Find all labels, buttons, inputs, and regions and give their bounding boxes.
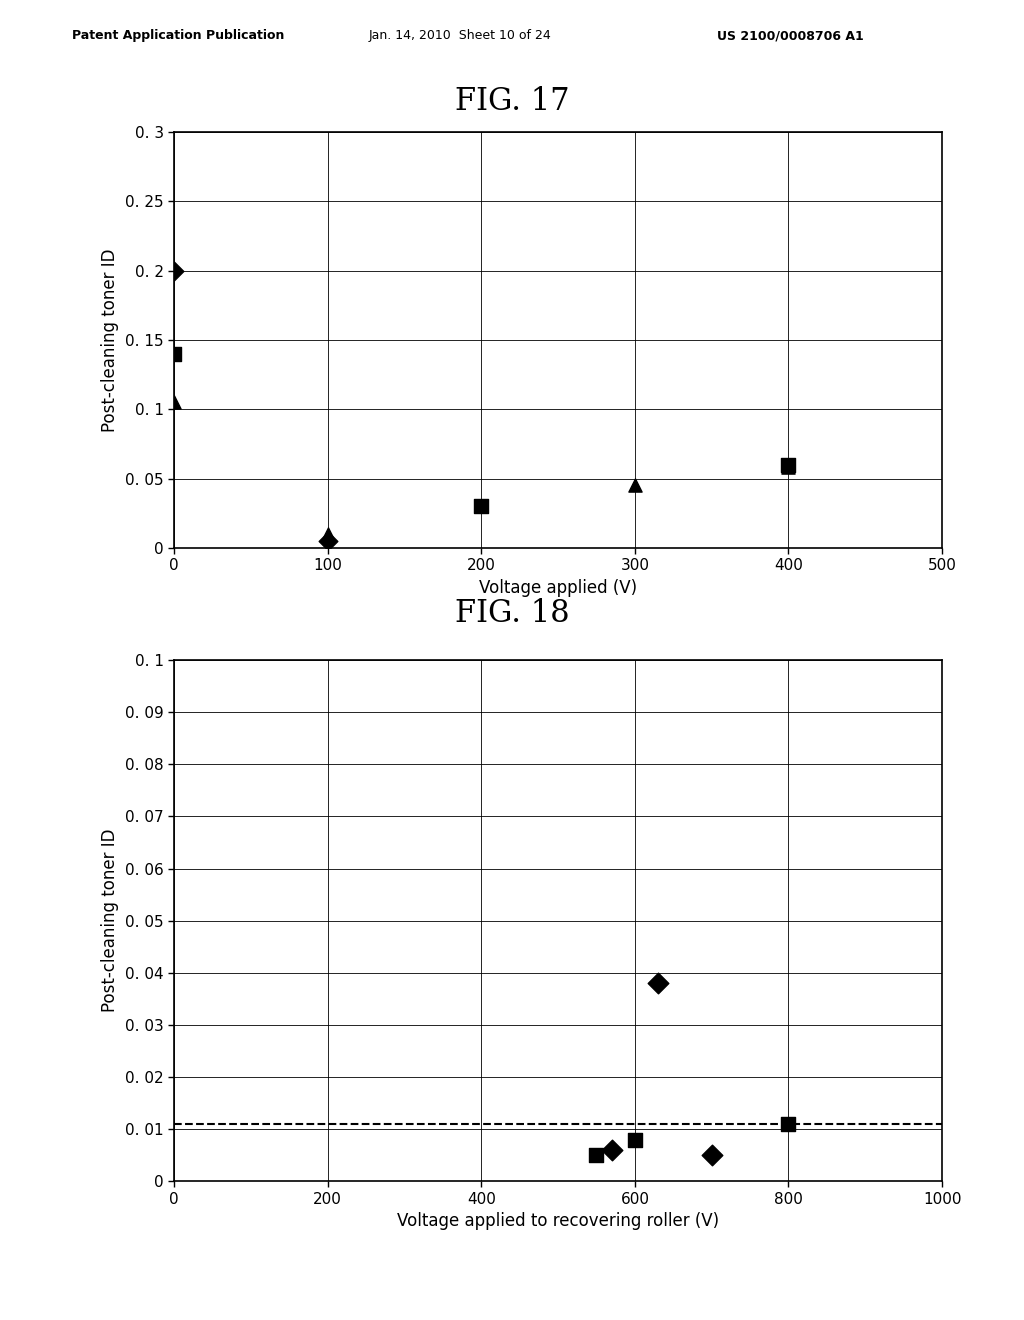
Point bbox=[780, 454, 797, 475]
Point bbox=[319, 524, 336, 545]
Point bbox=[780, 1114, 797, 1135]
Point bbox=[650, 973, 667, 994]
Point bbox=[588, 1144, 604, 1166]
Point bbox=[166, 260, 182, 281]
Text: Jan. 14, 2010  Sheet 10 of 24: Jan. 14, 2010 Sheet 10 of 24 bbox=[369, 29, 551, 42]
Text: FIG. 17: FIG. 17 bbox=[455, 86, 569, 116]
Point bbox=[166, 392, 182, 413]
X-axis label: Voltage applied to recovering roller (V): Voltage applied to recovering roller (V) bbox=[397, 1212, 719, 1230]
Point bbox=[627, 1129, 643, 1150]
Point bbox=[703, 1144, 720, 1166]
Y-axis label: Post-cleaning toner ID: Post-cleaning toner ID bbox=[101, 248, 120, 432]
Text: FIG. 18: FIG. 18 bbox=[455, 598, 569, 628]
Point bbox=[627, 475, 643, 496]
Point bbox=[319, 531, 336, 552]
Text: US 2100/0008706 A1: US 2100/0008706 A1 bbox=[717, 29, 863, 42]
Y-axis label: Post-cleaning toner ID: Post-cleaning toner ID bbox=[101, 829, 120, 1012]
Point bbox=[166, 343, 182, 364]
Point bbox=[780, 457, 797, 478]
Point bbox=[473, 496, 489, 517]
X-axis label: Voltage applied (V): Voltage applied (V) bbox=[479, 578, 637, 597]
Text: Patent Application Publication: Patent Application Publication bbox=[72, 29, 284, 42]
Point bbox=[604, 1139, 621, 1160]
